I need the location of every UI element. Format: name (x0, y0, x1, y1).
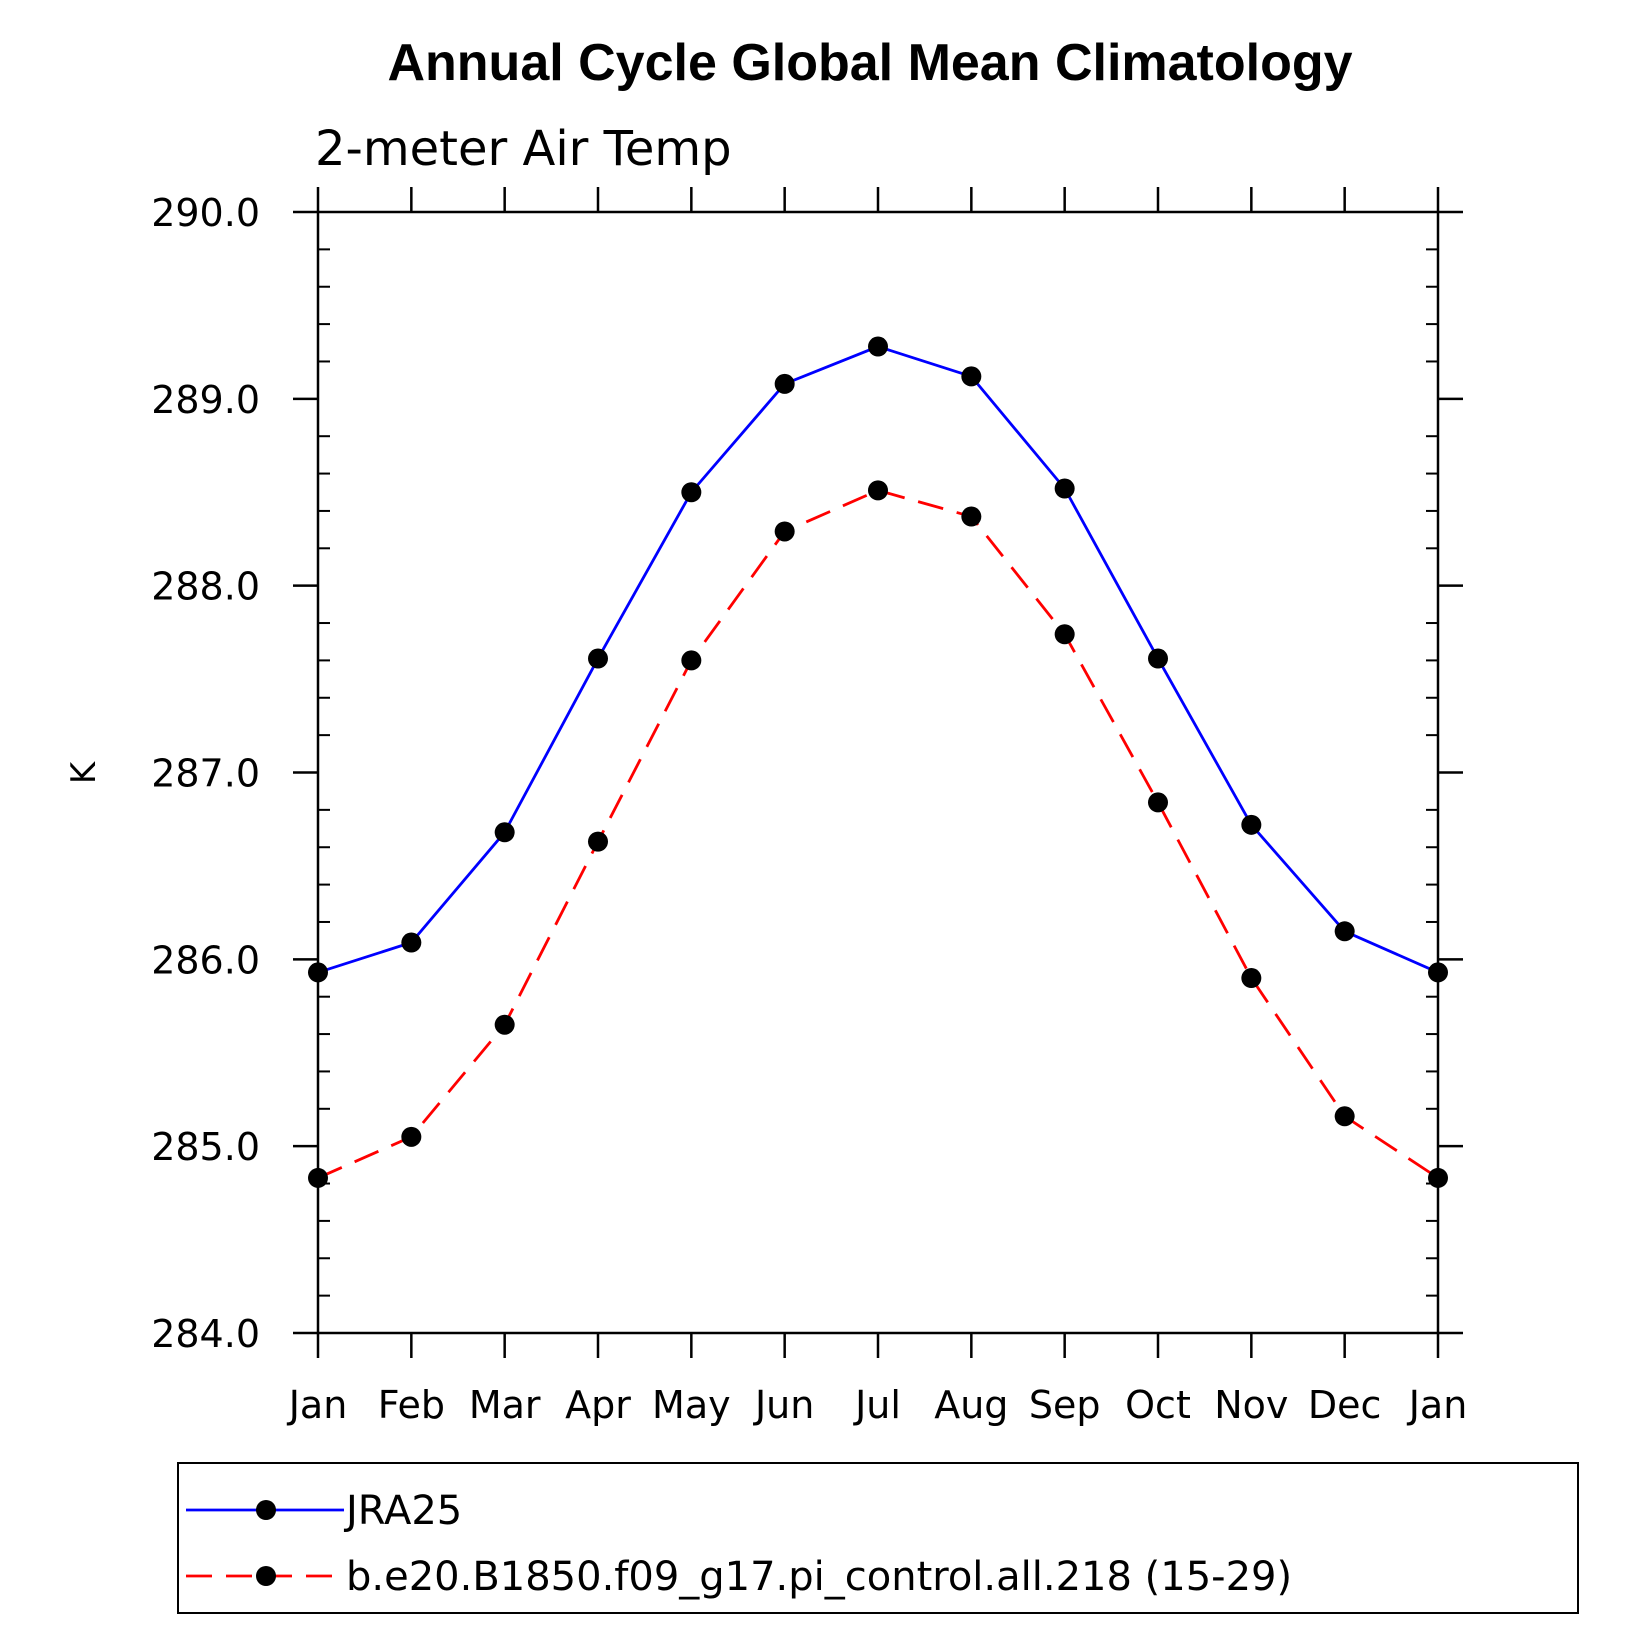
series-group (308, 336, 1448, 1188)
x-tick-label: Oct (1125, 1383, 1191, 1427)
data-point (1241, 968, 1262, 989)
data-point (401, 1126, 422, 1147)
data-point (588, 648, 608, 669)
y-tick-label: 288.0 (151, 565, 260, 609)
legend-marker (256, 1500, 276, 1520)
x-tick-label: May (652, 1383, 731, 1427)
data-point (868, 480, 888, 501)
x-tick-label: Nov (1214, 1383, 1288, 1427)
x-tick-label: Sep (1029, 1383, 1101, 1427)
data-point (1334, 1106, 1355, 1127)
data-point (494, 822, 515, 843)
data-point (681, 650, 702, 671)
data-point (774, 373, 795, 394)
legend-label-2: b.e20.B1850.f09_g17.pi_control.all.218 (… (346, 1554, 1292, 1600)
y-axis-label: K (64, 760, 104, 784)
x-tick-label: Aug (934, 1383, 1008, 1427)
legend: JRA25 b.e20.B1850.f09_g17.pi_control.all.… (177, 1462, 1579, 1614)
series-line-1 (317, 345, 1439, 974)
legend-box (177, 1462, 1579, 1614)
data-point (961, 366, 982, 387)
data-point (1148, 648, 1168, 669)
data-point (774, 521, 795, 542)
data-point (1054, 478, 1075, 499)
axis-ticks (293, 187, 1463, 1358)
x-tick-label: Jan (1407, 1383, 1468, 1427)
data-point (401, 932, 422, 953)
y-tick-label: 287.0 (151, 752, 260, 796)
data-point (1241, 814, 1262, 835)
x-tick-labels: Jan Feb Mar Apr May Jun Jul Aug Sep Oct Nov Dec Jan (287, 1383, 1468, 1427)
data-point (494, 1014, 515, 1035)
series-line-2 (317, 488, 1439, 1180)
x-tick-label: Jan (287, 1383, 348, 1427)
data-point (1334, 921, 1355, 942)
x-tick-label: Jul (853, 1383, 901, 1427)
data-point (1054, 624, 1075, 645)
data-point (588, 831, 608, 852)
x-tick-label: Feb (378, 1383, 445, 1427)
legend-label-1: JRA25 (343, 1488, 462, 1534)
y-tick-label: 290.0 (151, 191, 260, 235)
plot-frame (316, 210, 1440, 1335)
y-tick-label: 285.0 (151, 1125, 260, 1169)
legend-marker (256, 1566, 276, 1586)
x-tick-label: Dec (1308, 1383, 1382, 1427)
y-tick-label: 286.0 (151, 938, 260, 982)
y-tick-label: 284.0 (151, 1312, 260, 1356)
x-tick-label: Mar (469, 1383, 541, 1427)
chart-subtitle: 2-meter Air Temp (315, 121, 732, 177)
x-tick-label: Jun (753, 1383, 814, 1427)
y-tick-label: 289.0 (151, 378, 260, 422)
data-point (681, 482, 702, 503)
data-point (868, 336, 888, 357)
data-point (1148, 792, 1168, 813)
x-tick-label: Apr (565, 1383, 631, 1427)
data-point (961, 506, 982, 527)
chart-title: Annual Cycle Global Mean Climatology (387, 34, 1352, 92)
y-tick-labels: 284.0 285.0 286.0 287.0 288.0 289.0 290.0 (151, 191, 260, 1356)
